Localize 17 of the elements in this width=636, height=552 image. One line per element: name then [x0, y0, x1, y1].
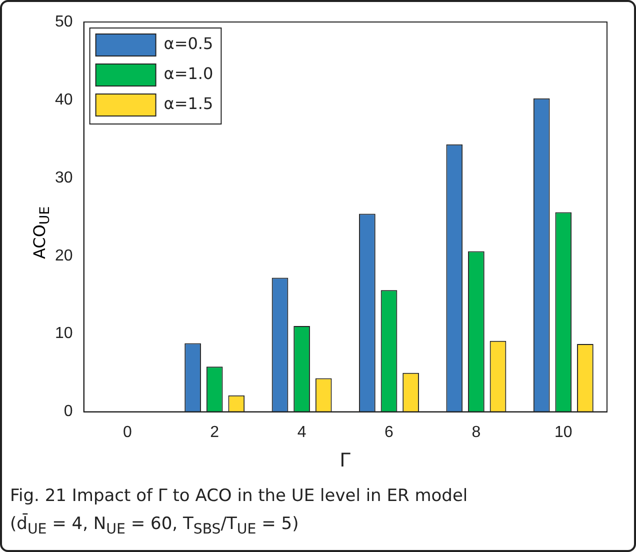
- y-tick-label: 50: [55, 13, 73, 30]
- x-tick-label: 8: [472, 424, 481, 441]
- y-tick-label: 40: [55, 91, 73, 108]
- y-tick-label: 30: [55, 169, 73, 186]
- x-tick-label: 10: [554, 424, 572, 441]
- x-axis-title: Γ: [340, 450, 351, 472]
- legend-label: α=1.0: [164, 64, 214, 84]
- y-tick-label: 0: [64, 403, 73, 420]
- legend-label: α=0.5: [164, 34, 214, 54]
- x-tick-label: 4: [297, 424, 306, 441]
- legend-label: α=1.5: [164, 94, 214, 114]
- text: Fig. 21 Impact of Γ to ACO in the UE level in ER model (d̄$_{UE}$ = 4, N$_{UE}$ = 60, T$_{SBS}$/T$_{UE}$ = 5): [10, 486, 468, 538]
- x-tick-label: 6: [384, 424, 394, 441]
- y-tick-label: 20: [55, 247, 73, 264]
- y-tick-label: 10: [55, 325, 73, 342]
- x-tick-label: 0: [122, 424, 132, 441]
- x-tick-label: 2: [210, 424, 220, 441]
